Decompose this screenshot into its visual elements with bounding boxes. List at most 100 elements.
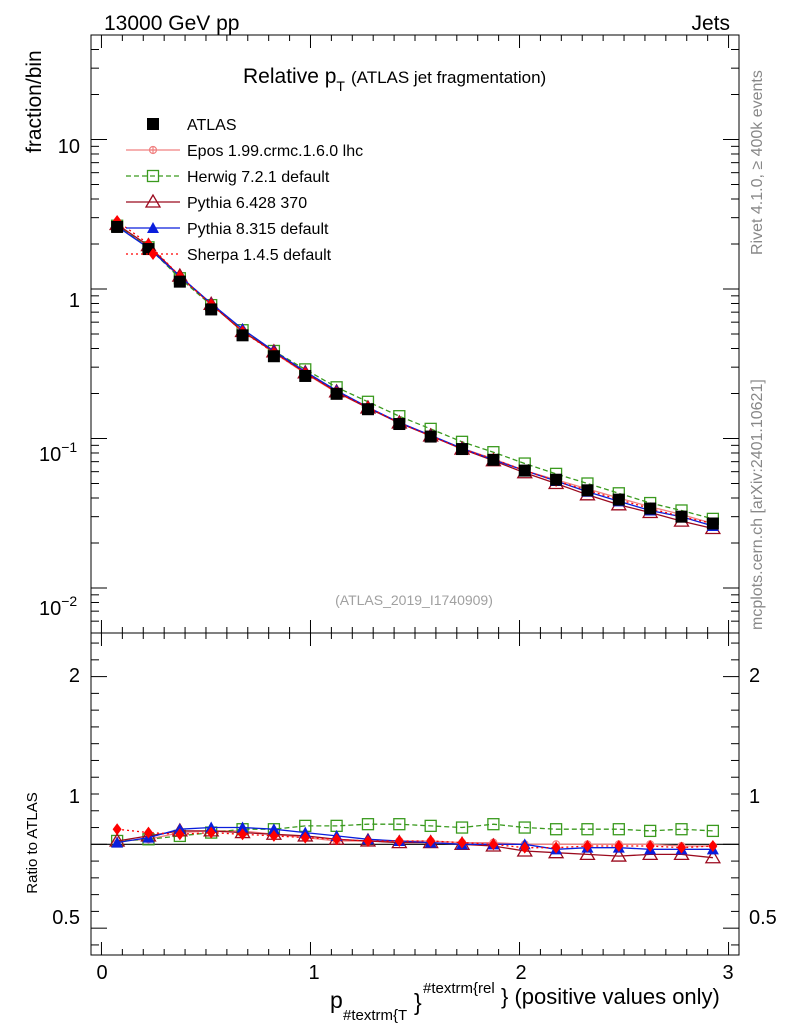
legend: ATLAS Epos 1.99.crmc.1.6.0 lhc Herwig 7.2.…	[126, 117, 363, 264]
ratio-tick-1-right: 1	[749, 786, 760, 808]
ratio-point-herwig-2	[393, 818, 406, 831]
ratio-point-pythia-3	[579, 846, 596, 861]
legend-label-atlas-0: ATLAS	[187, 117, 237, 134]
ratio-point-herwig-2	[361, 818, 375, 831]
x-axis-sub: #textrm{T	[343, 1007, 407, 1024]
ratio-point-sherpa-5	[269, 829, 279, 842]
point-atlas-0	[518, 464, 531, 477]
ratio-point-sherpa-5	[677, 841, 687, 854]
x-axis-p: p	[330, 987, 343, 1013]
ratio-point-pythia-3	[704, 849, 722, 864]
point-atlas-0	[299, 369, 312, 382]
legend-marker-atlas-0	[147, 118, 159, 130]
title-main: Relative p	[243, 65, 336, 88]
point-atlas-0	[267, 350, 280, 363]
title-sub: T	[336, 78, 345, 94]
ratio-point-pythia-4	[111, 836, 124, 848]
x-tick-3: 3	[722, 962, 733, 984]
point-atlas-0	[330, 387, 343, 400]
point-atlas-0	[612, 493, 625, 506]
ratio-point-sherpa-5	[238, 828, 248, 841]
point-atlas-0	[111, 220, 124, 233]
point-atlas-0	[393, 418, 406, 431]
x-tick-0: 0	[96, 962, 107, 984]
legend-label-pythia-3: Pythia 6.428 370	[187, 195, 307, 212]
ratio-tick-0p5: 0.5	[52, 907, 80, 929]
ratio-point-sherpa-5	[332, 833, 342, 846]
ratio-point-herwig-2	[612, 823, 625, 836]
point-atlas-0	[644, 502, 657, 515]
ratio-point-sherpa-5	[394, 834, 404, 847]
ratio-point-sherpa-5	[708, 839, 718, 852]
ratio-point-pythia-3	[516, 842, 533, 857]
ratio-tick-2: 2	[69, 665, 80, 687]
legend-label-epos-1: Epos 1.99.crmc.1.6.0 lhc	[187, 143, 363, 160]
y-tick-0p01-exp: −2	[61, 593, 77, 609]
legend-label-herwig-2: Herwig 7.2.1 default	[187, 169, 330, 186]
ratio-point-herwig-2	[487, 818, 500, 831]
energy-label: 13000 GeV pp	[104, 12, 239, 35]
ratio-point-herwig-2	[675, 823, 688, 836]
point-atlas-0	[173, 275, 186, 288]
ratio-point-pythia-4	[236, 821, 249, 833]
ratio-point-herwig-2	[518, 821, 531, 834]
x-tick-2: 2	[515, 962, 526, 984]
plot-title: Relative pT (ATLAS jet fragmentation)	[243, 65, 546, 94]
ratio-point-herwig-2	[424, 819, 437, 833]
ratio-tick-2-right: 2	[749, 665, 760, 687]
process-label: Jets	[691, 12, 730, 35]
ratio-point-herwig-2	[549, 823, 563, 836]
point-atlas-0	[456, 443, 469, 456]
ratio-point-sherpa-5	[645, 839, 655, 852]
legend-marker-pythia-4	[147, 222, 159, 233]
legend-label-pythia-4: Pythia 8.315 default	[187, 221, 329, 238]
legend-marker-sherpa-5	[148, 248, 158, 260]
point-atlas-0	[706, 517, 719, 530]
legend-marker-epos-1	[148, 145, 158, 155]
ratio-point-herwig-2	[706, 824, 720, 838]
y-tick-10: 10	[58, 136, 80, 158]
point-atlas-0	[361, 403, 374, 416]
x-axis-brace: }	[414, 989, 422, 1015]
point-atlas-0	[424, 430, 437, 443]
ratio-point-sherpa-5	[582, 839, 592, 852]
ratio-tick-0p5-right: 0.5	[749, 907, 777, 929]
analysis-label: (ATLAS_2019_I1740909)	[335, 592, 493, 608]
ratio-line-pythia-4	[116, 826, 713, 850]
ratio-point-sherpa-5	[488, 838, 498, 851]
ratio-point-pythia-3	[610, 847, 627, 862]
ratio-point-sherpa-5	[457, 836, 467, 849]
mcplots-label: mcplots.cern.ch [arXiv:2401.10621]	[749, 379, 766, 630]
ratio-point-sherpa-5	[551, 841, 561, 854]
main-series-group	[108, 214, 722, 535]
ratio-point-sherpa-5	[300, 831, 310, 844]
point-atlas-0	[581, 484, 594, 497]
y-tick-0p1-base: 10	[39, 444, 61, 466]
ratio-point-herwig-2	[455, 821, 469, 834]
x-tick-1: 1	[308, 962, 319, 984]
ratio-point-pythia-4	[267, 823, 280, 835]
x-axis-rest: } (positive values only)	[501, 984, 720, 1009]
legend-label-sherpa-5: Sherpa 1.4.5 default	[187, 247, 332, 264]
y-tick-1: 1	[69, 290, 80, 312]
ratio-point-sherpa-5	[426, 834, 436, 847]
point-atlas-0	[675, 510, 688, 523]
ratio-point-sherpa-5	[175, 828, 185, 841]
ratio-point-sherpa-5	[206, 826, 216, 839]
ratio-point-sherpa-5	[520, 841, 530, 854]
ratio-point-herwig-2	[581, 823, 594, 836]
legend-marker-pythia-3	[144, 193, 162, 208]
title-rest: (ATLAS jet fragmentation)	[351, 68, 546, 87]
y-axis-label: fraction/bin	[23, 50, 46, 153]
point-atlas-0	[205, 303, 218, 316]
point-atlas-0	[487, 453, 500, 466]
ratio-point-sherpa-5	[143, 826, 153, 839]
ratio-tick-1: 1	[69, 786, 80, 808]
ratio-point-herwig-2	[644, 824, 657, 838]
y-tick-0p01-base: 10	[39, 598, 61, 620]
y-tick-0p1: 10−1	[39, 439, 77, 466]
point-atlas-0	[550, 473, 563, 486]
y-tick-0p1-exp: −1	[61, 439, 77, 455]
